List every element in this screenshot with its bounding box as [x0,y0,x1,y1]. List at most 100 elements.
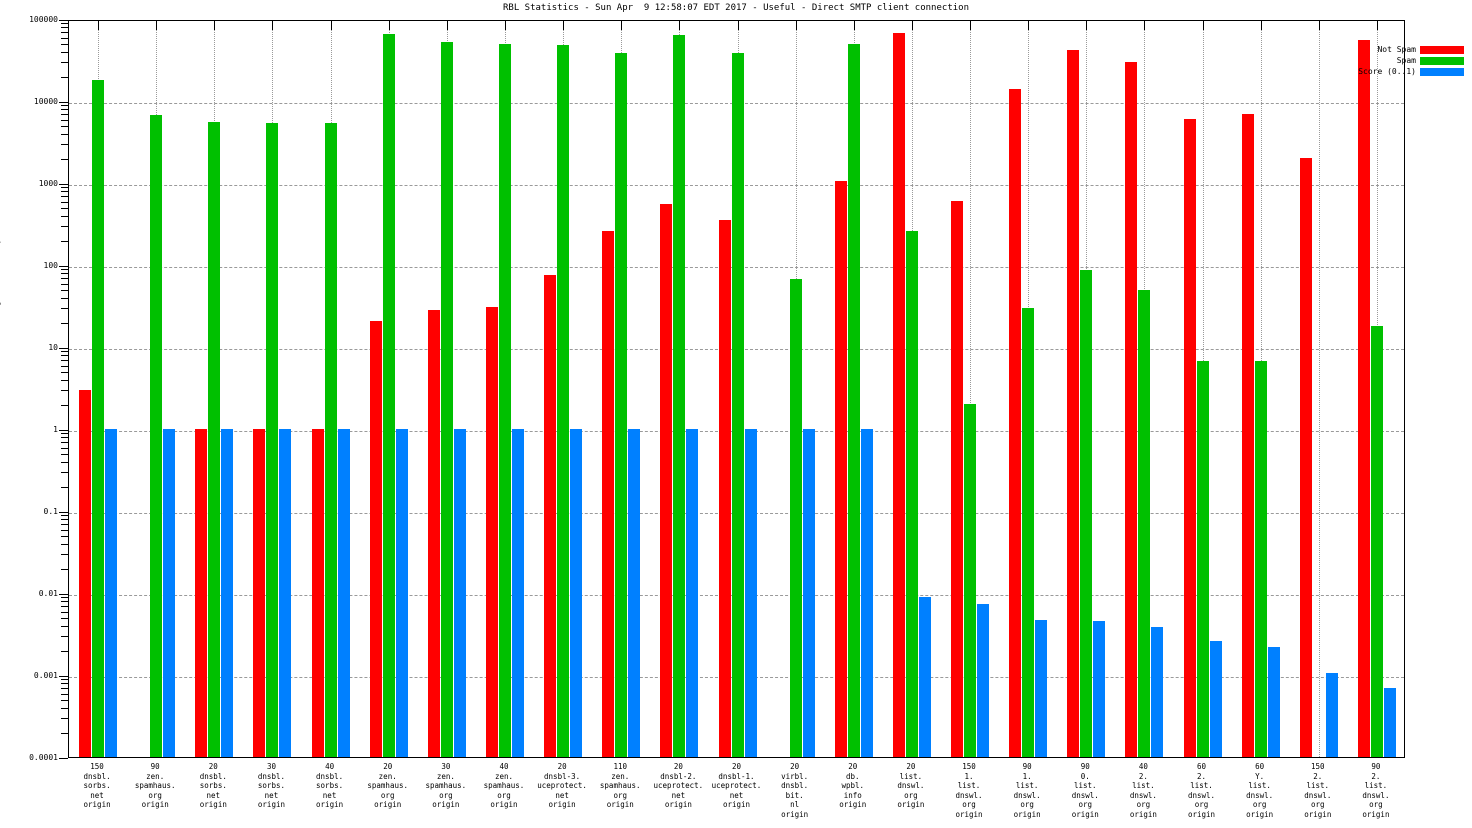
y-axis-tick-label: 1000 [38,179,58,188]
y-axis-minor-tick [61,380,68,382]
bar-score [686,429,699,757]
bar-score [1093,620,1106,757]
y-axis-minor-tick [61,718,68,720]
x-axis-tick [272,21,274,30]
legend-item: Not Spam [1336,44,1464,55]
x-axis-tick-label: 40 dnsbl. sorbs. net origin [316,762,344,809]
x-axis-tick [156,21,158,30]
x-axis-tick-label: 60 2. list. dnswl. org origin [1187,762,1216,819]
y-axis-minor-tick [61,27,68,29]
y-axis-minor-tick [61,433,68,435]
y-axis-minor-tick [61,360,68,362]
x-axis-tick-label: 150 dnsbl. sorbs. net origin [83,762,111,809]
y-axis-minor-tick [61,240,68,242]
bar-score [570,429,583,757]
x-axis-tick [504,21,506,30]
bar-not-spam [1067,49,1080,757]
y-axis-tick-label: 10000 [33,97,58,106]
bar-not-spam [1009,89,1022,757]
vertical-gridline [1318,21,1320,757]
bar-score [221,429,234,757]
y-axis-tick-label: 100000 [29,15,58,24]
x-axis-tick [1318,21,1320,30]
bar-not-spam [951,201,964,757]
bar-score [163,429,176,757]
legend-item: Score (0..1) [1336,66,1464,77]
bar-spam [789,278,802,757]
x-axis-tick-label: 20 dnsbl-2. uceprotect. net origin [653,762,704,809]
bar-score [1267,646,1280,757]
y-axis-minor-tick [61,273,68,275]
bar-score [395,429,408,757]
y-axis-minor-tick [61,650,68,652]
y-axis-minor-tick [61,390,68,392]
y-axis-minor-tick [61,114,68,116]
bar-spam [905,230,918,757]
bar-not-spam [1357,40,1370,757]
bar-spam [208,122,221,757]
y-axis-minor-tick [61,486,68,488]
y-axis-minor-tick [61,597,68,599]
bar-not-spam [427,310,440,757]
y-axis-minor-tick [61,196,68,198]
bar-not-spam [195,429,208,757]
x-axis-tick [621,21,623,30]
bar-spam [150,114,163,757]
y-axis-minor-tick [61,76,68,78]
bar-score [1325,673,1338,757]
x-axis-labels: 150 dnsbl. sorbs. net origin 90 zen. spam… [68,762,1405,828]
bar-score [105,429,118,757]
x-axis-tick-label: 20 dnsbl. sorbs. net origin [199,762,227,809]
bar-spam [1254,360,1267,757]
bar-spam [847,44,860,757]
y-axis-minor-tick [61,462,68,464]
y-axis-minor-tick [61,52,68,54]
y-axis-minor-tick [61,442,68,444]
bar-spam [1370,326,1383,757]
y-axis-minor-tick [61,404,68,406]
bar-not-spam [660,203,673,757]
y-axis-minor-tick [61,544,68,546]
x-axis-tick-label: 20 dnsbl-1. uceprotect. net origin [711,762,762,809]
chart-title: RBL Statistics - Sun Apr 9 12:58:07 EDT … [503,3,969,13]
bar-score [860,429,873,757]
legend-color-swatch [1420,56,1464,65]
bar-spam [498,43,511,757]
y-axis-tick-label: 0.001 [33,671,58,680]
bar-spam [440,42,453,757]
y-axis-minor-tick [61,519,68,521]
x-axis-tick [388,21,390,30]
y-axis-minor-tick [61,365,68,367]
y-axis-minor-tick [61,708,68,710]
y-axis-minor-tick [61,144,68,146]
x-axis-tick [1202,21,1204,30]
legend-color-swatch [1420,45,1464,54]
x-axis-tick-label: 60 Y. list. dnswl. org origin [1246,762,1274,819]
x-axis-tick-label: 90 zen. spamhaus. org origin [134,762,176,809]
bar-not-spam [1241,113,1254,757]
y-axis-tick [59,101,68,103]
y-axis-tick [59,429,68,431]
bar-not-spam [544,275,557,757]
x-axis-tick [330,21,332,30]
x-axis-tick-label: 110 zen. spamhaus. org origin [599,762,641,809]
x-axis-tick-label: 90 2. list. dnswl. org origin [1362,762,1390,819]
y-axis-minor-tick [61,679,68,681]
x-axis-tick-label: 40 2. list. dnswl. org origin [1129,762,1157,819]
bar-score [628,429,641,757]
x-axis-tick [795,21,797,30]
y-axis-tick [59,183,68,185]
legend-label: Score (0..1) [1358,67,1416,76]
legend-label: Not Spam [1377,45,1416,54]
x-axis-tick [1028,21,1030,30]
bar-not-spam [718,220,731,757]
bar-spam [266,122,279,757]
bar-score [279,429,292,757]
y-axis-minor-tick [61,126,68,128]
y-axis-minor-tick [61,44,68,46]
y-axis-minor-tick [61,283,68,285]
bar-not-spam [485,306,498,757]
legend-entries: Not Spam Spam Score (0..1) [1336,44,1464,77]
legend-item: Spam [1336,55,1464,66]
